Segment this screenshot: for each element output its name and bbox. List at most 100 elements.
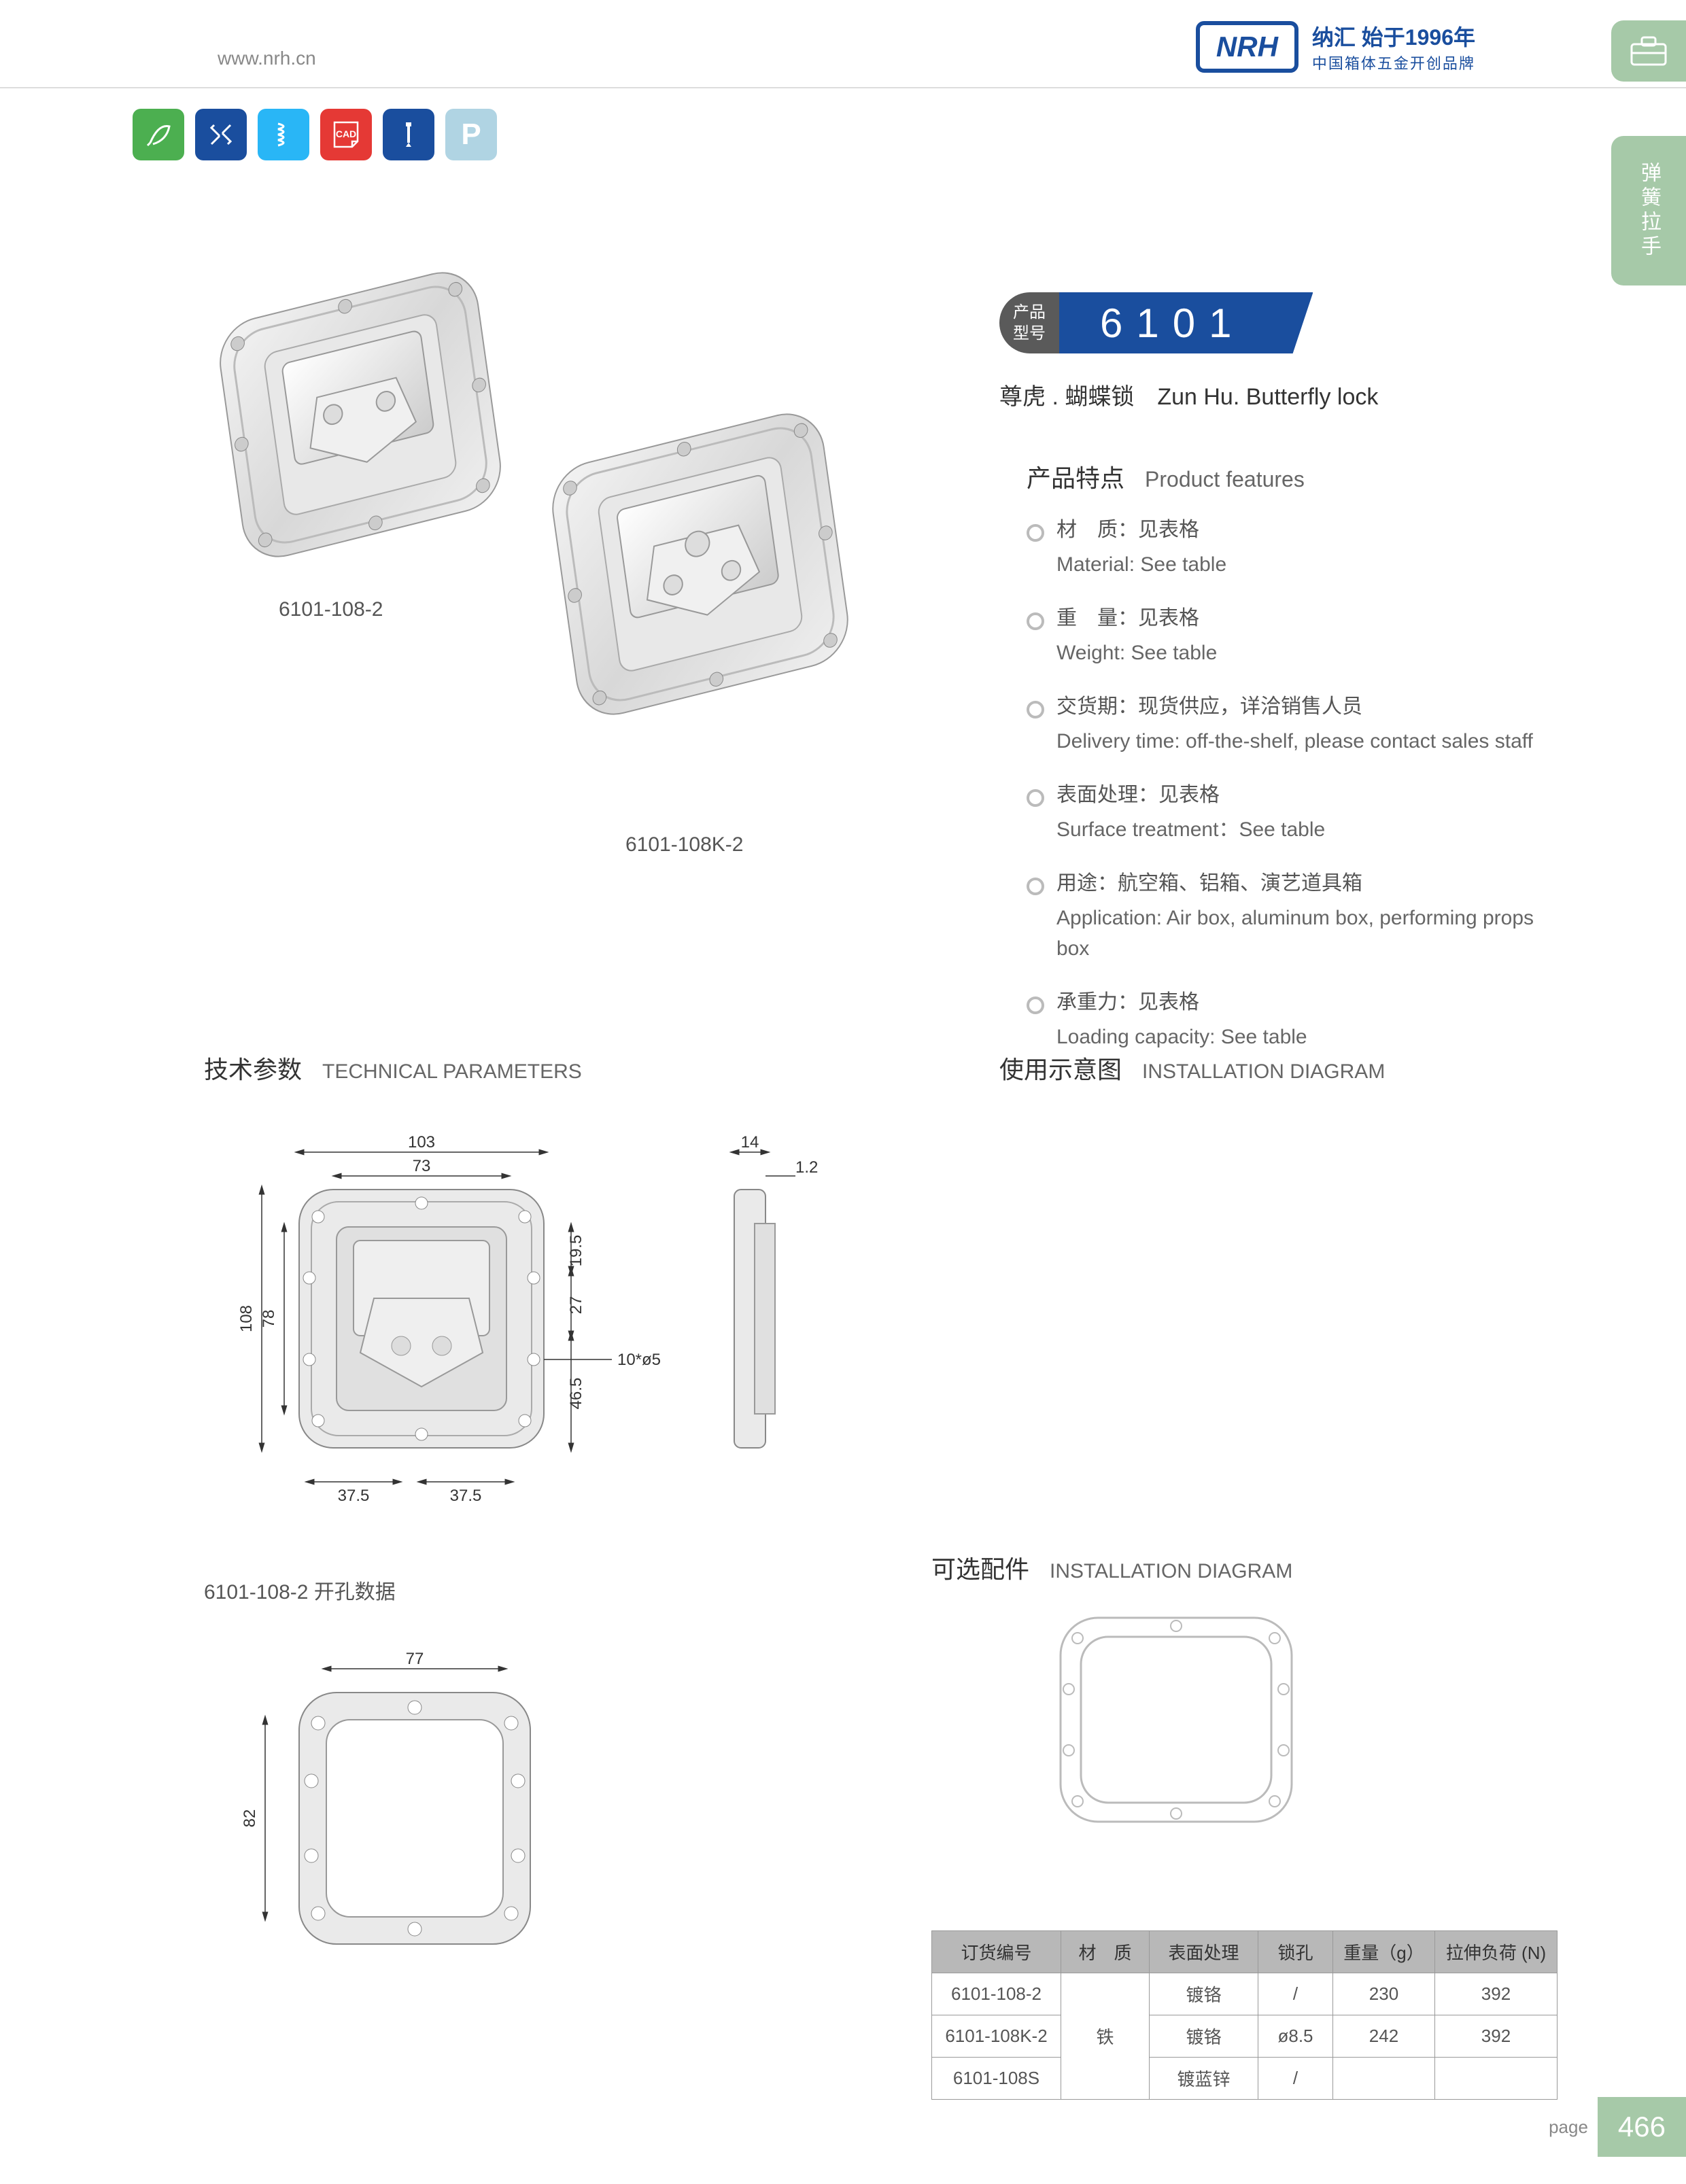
table-row: 6101-108K-2 镀铬ø8.5242392 bbox=[932, 2015, 1558, 2058]
features-title-en: Product features bbox=[1145, 467, 1305, 491]
table-cell: 230 bbox=[1333, 1973, 1435, 2015]
leaf-icon bbox=[133, 109, 184, 160]
svg-text:108: 108 bbox=[237, 1305, 256, 1332]
svg-text:37.5: 37.5 bbox=[338, 1487, 370, 1505]
product-image-1 bbox=[190, 265, 530, 578]
table-cell: 392 bbox=[1435, 1973, 1558, 2015]
brand-line1: 纳汇 始于1996年 bbox=[1312, 20, 1475, 52]
brand-code: NRH bbox=[1196, 21, 1298, 73]
brand-line2: 中国箱体五金开创品牌 bbox=[1312, 52, 1475, 73]
feature-cn: 交货期：现货供应，详洽销售人员 bbox=[1056, 691, 1550, 722]
image-caption-2: 6101-108K-2 bbox=[625, 833, 743, 856]
table-cell bbox=[1435, 2058, 1558, 2100]
feature-item: 用途：航空箱、铝箱、演艺道具箱 Application: Air box, alu… bbox=[1027, 868, 1550, 964]
features-title-cn: 产品特点 bbox=[1027, 464, 1124, 492]
table-cell: 6101-108-2 bbox=[932, 1973, 1061, 2015]
install-heading-en: INSTALLATION DIAGRAM bbox=[1142, 1060, 1385, 1083]
features-section: 产品特点 Product features 材 质：见表格 Material: S… bbox=[1027, 459, 1550, 1075]
features-title: 产品特点 Product features bbox=[1027, 459, 1550, 494]
install-heading-cn: 使用示意图 bbox=[999, 1056, 1122, 1084]
side-tab-icon bbox=[1611, 20, 1686, 82]
gasket-drawing bbox=[1040, 1597, 1312, 1842]
cad-icon: CAD bbox=[320, 109, 372, 160]
feature-item: 承重力：见表格 Loading capacity: See table bbox=[1027, 987, 1550, 1052]
table-cell: 镀蓝锌 bbox=[1150, 2058, 1258, 2100]
technical-drawing: 103 73 108 78 19.5 27 46.5 10*ø5 37.5 37… bbox=[204, 1115, 829, 1536]
table-cell: 镀铬 bbox=[1150, 2015, 1258, 2058]
feature-en: Surface treatment：See table bbox=[1056, 814, 1550, 845]
table-cell: / bbox=[1258, 1973, 1333, 2015]
tools-icon bbox=[195, 109, 247, 160]
model-label-line1: 产品 bbox=[1013, 302, 1046, 323]
feature-cn: 承重力：见表格 bbox=[1056, 987, 1550, 1018]
optional-cn: 可选配件 bbox=[931, 1555, 1029, 1583]
feature-item: 重 量：见表格 Weight: See table bbox=[1027, 603, 1550, 668]
spec-table: 订货编号材 质表面处理锁孔重量（g）拉伸负荷 (N)6101-108-2铁镀铬/… bbox=[931, 1930, 1558, 2100]
model-label-line2: 型号 bbox=[1013, 323, 1046, 344]
table-cell: 392 bbox=[1435, 2015, 1558, 2058]
spring-icon bbox=[258, 109, 309, 160]
page-number: 466 bbox=[1598, 2097, 1686, 2157]
screw-icon bbox=[383, 109, 434, 160]
feature-en: Application: Air box, aluminum box, perf… bbox=[1056, 903, 1550, 964]
tech-heading-en: TECHNICAL PARAMETERS bbox=[322, 1060, 582, 1083]
model-number: 6101 bbox=[1059, 292, 1313, 353]
table-cell: ø8.5 bbox=[1258, 2015, 1333, 2058]
optional-parts-heading: 可选配件 INSTALLATION DIAGRAM bbox=[931, 1550, 1292, 1585]
table-cell bbox=[1333, 2058, 1435, 2100]
feature-cn: 重 量：见表格 bbox=[1056, 603, 1550, 634]
product-subtitle: 尊虎 . 蝴蝶锁 Zun Hu. Butterfly lock bbox=[999, 378, 1378, 411]
table-header: 订货编号 bbox=[932, 1931, 1061, 1973]
table-header: 拉伸负荷 (N) bbox=[1435, 1931, 1558, 1973]
svg-text:19.5: 19.5 bbox=[567, 1235, 585, 1267]
website-url: www.nrh.cn bbox=[218, 48, 316, 69]
table-cell: 铁 bbox=[1061, 1973, 1150, 2100]
model-banner: 产品 型号 6101 bbox=[999, 292, 1313, 353]
feature-item: 表面处理：见表格 Surface treatment：See table bbox=[1027, 780, 1550, 845]
table-row: 6101-108S镀蓝锌/ bbox=[932, 2058, 1558, 2100]
table-cell: 6101-108K-2 bbox=[932, 2015, 1061, 2058]
feature-en: Loading capacity: See table bbox=[1056, 1022, 1550, 1052]
table-cell: 镀铬 bbox=[1150, 1973, 1258, 2015]
feature-cn: 用途：航空箱、铝箱、演艺道具箱 bbox=[1056, 868, 1550, 899]
feature-item: 交货期：现货供应，详洽销售人员 Delivery time: off-the-sh… bbox=[1027, 691, 1550, 757]
table-header: 材 质 bbox=[1061, 1931, 1150, 1973]
icon-row: CAD P bbox=[133, 109, 497, 160]
hole-data-label: 6101-108-2 开孔数据 bbox=[204, 1575, 396, 1605]
table-row: 6101-108-2铁镀铬/230392 bbox=[932, 1973, 1558, 2015]
page-header: www.nrh.cn NRH 纳汇 始于1996年 中国箱体五金开创品牌 bbox=[0, 20, 1686, 88]
svg-text:77: 77 bbox=[406, 1650, 424, 1668]
product-images: 6101-108-2 6101-108K-2 bbox=[190, 265, 952, 877]
table-cell: / bbox=[1258, 2058, 1333, 2100]
table-cell: 242 bbox=[1333, 2015, 1435, 2058]
svg-text:82: 82 bbox=[241, 1809, 259, 1828]
svg-text:46.5: 46.5 bbox=[567, 1378, 585, 1410]
table-header: 重量（g） bbox=[1333, 1931, 1435, 1973]
svg-text:14: 14 bbox=[741, 1133, 759, 1151]
page-label: page bbox=[1549, 2117, 1588, 2138]
svg-text:CAD: CAD bbox=[336, 128, 356, 139]
feature-en: Delivery time: off-the-shelf, please con… bbox=[1056, 726, 1550, 757]
tech-params-heading: 技术参数 TECHNICAL PARAMETERS bbox=[204, 1050, 582, 1086]
svg-text:73: 73 bbox=[413, 1157, 431, 1175]
tech-heading-cn: 技术参数 bbox=[204, 1056, 302, 1084]
feature-cn: 材 质：见表格 bbox=[1056, 515, 1550, 545]
model-label: 产品 型号 bbox=[999, 292, 1059, 353]
svg-text:10*ø5: 10*ø5 bbox=[617, 1351, 661, 1369]
p-icon: P bbox=[445, 109, 497, 160]
svg-text:27: 27 bbox=[567, 1296, 585, 1315]
svg-text:103: 103 bbox=[408, 1133, 435, 1151]
svg-text:1.2: 1.2 bbox=[795, 1158, 818, 1177]
brand-text: 纳汇 始于1996年 中国箱体五金开创品牌 bbox=[1312, 20, 1475, 73]
page-number-box: page 466 bbox=[1549, 2097, 1686, 2157]
install-heading: 使用示意图 INSTALLATION DIAGRAM bbox=[999, 1050, 1385, 1086]
svg-text:78: 78 bbox=[260, 1310, 278, 1328]
svg-text:37.5: 37.5 bbox=[450, 1487, 482, 1505]
product-image-2 bbox=[517, 401, 884, 741]
feature-en: Weight: See table bbox=[1056, 638, 1550, 668]
image-caption-1: 6101-108-2 bbox=[279, 598, 383, 621]
case-icon bbox=[1628, 34, 1669, 68]
table-header: 锁孔 bbox=[1258, 1931, 1333, 1973]
feature-cn: 表面处理：见表格 bbox=[1056, 780, 1550, 810]
feature-en: Material: See table bbox=[1056, 549, 1550, 580]
